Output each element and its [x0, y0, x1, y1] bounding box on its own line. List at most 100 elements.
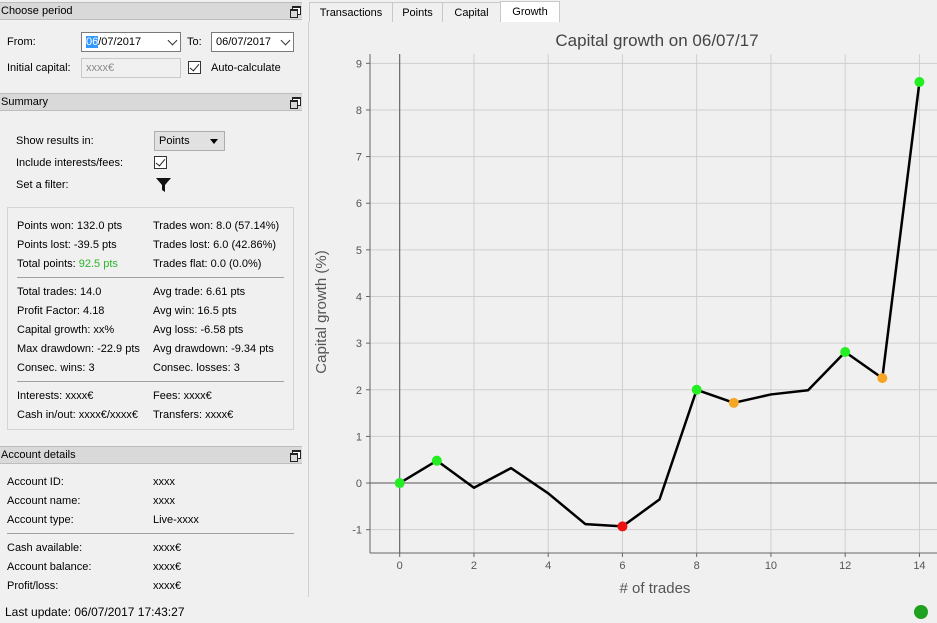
y-tick-label: 9	[356, 58, 362, 70]
profit-loss-value: xxxx€	[153, 580, 182, 592]
to-label: To:	[187, 36, 202, 48]
transfers: Transfers: xxxx€	[153, 409, 234, 421]
consec-losses: Consec. losses: 3	[153, 362, 240, 374]
choose-period-header: Choose period	[0, 2, 302, 20]
connection-status-icon	[914, 605, 928, 619]
show-results-label: Show results in:	[16, 135, 94, 147]
account-balance-label: Account balance:	[7, 561, 92, 573]
choose-period-title: Choose period	[1, 5, 73, 17]
to-date-picker[interactable]: 06/07/2017	[211, 32, 294, 52]
tab-label: Growth	[512, 6, 548, 18]
account-balance-value: xxxx€	[153, 561, 182, 573]
tab-capital[interactable]: Capital	[442, 2, 501, 23]
x-tick-label: 14	[913, 560, 925, 572]
max-drawdown: Max drawdown: -22.9 pts	[17, 343, 140, 355]
avg-loss: Avg loss: -6.58 pts	[153, 324, 244, 336]
tab-growth[interactable]: Growth	[500, 1, 560, 24]
data-point	[431, 455, 442, 466]
points-lost: Points lost: -39.5 pts	[17, 239, 117, 251]
y-tick-label: -1	[352, 525, 362, 537]
initial-capital-label: Initial capital:	[7, 62, 71, 74]
account-details-header: Account details	[0, 446, 302, 464]
y-tick-label: 3	[356, 338, 362, 350]
chart-pane: -1 0 1 2 3 4 5 6 7 8 9 0 2 4 6 8 10 12 14 Capital growth on…	[308, 22, 937, 597]
cash-available-value: xxxx€	[153, 542, 182, 554]
account-id-value: xxxx	[153, 476, 175, 488]
include-interests-label: Include interests/fees:	[16, 157, 124, 169]
interests: Interests: xxxx€	[17, 390, 94, 402]
x-tick-label: 12	[839, 560, 851, 572]
stats-box	[7, 207, 294, 430]
from-date-picker[interactable]: 06/07/2017	[81, 32, 181, 52]
profit-loss-label: Profit/loss:	[7, 580, 59, 592]
total-points: Total points: 92.5 pts	[17, 258, 118, 270]
tab-points[interactable]: Points	[392, 2, 443, 23]
avg-win: Avg win: 16.5 pts	[153, 305, 237, 317]
chart-ylabel: Capital growth (%)	[313, 250, 330, 373]
include-interests-checkbox[interactable]	[154, 156, 167, 169]
x-tick-label: 4	[545, 560, 551, 572]
y-tick-label: 5	[356, 245, 362, 257]
cash-available-label: Cash available:	[7, 542, 83, 554]
data-point	[691, 384, 702, 395]
chevron-down-icon	[280, 35, 291, 46]
tab-label: Points	[402, 7, 433, 19]
avg-drawdown: Avg drawdown: -9.34 pts	[153, 343, 274, 355]
x-tick-label: 2	[471, 560, 477, 572]
trades-flat: Trades flat: 0.0 (0.0%)	[153, 258, 262, 270]
cash-in-out: Cash in/out: xxxx€/xxxx€	[17, 409, 139, 421]
show-results-dropdown[interactable]: Points	[154, 131, 225, 151]
x-tick-label: 6	[619, 560, 625, 572]
summary-title: Summary	[1, 96, 49, 108]
x-tick-label: 0	[397, 560, 403, 572]
set-filter-label: Set a filter:	[16, 179, 69, 191]
chevron-down-icon	[167, 35, 178, 46]
account-type-label: Account type:	[7, 514, 74, 526]
from-label: From:	[7, 36, 36, 48]
profit-factor: Profit Factor: 4.18	[17, 305, 105, 317]
undock-icon[interactable]	[290, 97, 301, 109]
trades-won: Trades won: 8.0 (57.14%)	[153, 220, 280, 232]
account-details-title: Account details	[1, 449, 76, 461]
avg-trade: Avg trade: 6.61 pts	[153, 286, 246, 298]
tab-transactions[interactable]: Transactions	[309, 2, 393, 23]
chart-xlabel: # of trades	[620, 580, 691, 597]
tab-label: Transactions	[319, 7, 383, 19]
chart-title: Capital growth on 06/07/17	[555, 31, 758, 50]
to-date-value: 06/07/2017	[216, 36, 272, 48]
from-date-rest: /07/2017	[98, 36, 142, 48]
data-point	[394, 478, 405, 489]
filter-icon[interactable]	[155, 177, 172, 193]
data-point	[617, 521, 628, 532]
tab-label: Capital	[454, 7, 489, 19]
plot-area	[370, 54, 937, 553]
data-point	[840, 347, 851, 358]
y-tick-label: 8	[356, 105, 362, 117]
account-name-value: xxxx	[153, 495, 175, 507]
stats-divider	[17, 381, 284, 382]
data-point	[728, 397, 739, 408]
y-tick-label: 4	[356, 292, 362, 304]
points-won: Points won: 132.0 pts	[17, 220, 123, 232]
consec-wins: Consec. wins: 3	[17, 362, 95, 374]
auto-calculate-checkbox[interactable]	[188, 61, 201, 74]
y-tick-label: 7	[356, 152, 362, 164]
trades-lost: Trades lost: 6.0 (42.86%)	[153, 239, 277, 251]
y-tick-label: 6	[356, 198, 362, 210]
undock-icon[interactable]	[290, 6, 301, 18]
from-date-selected: 06	[86, 36, 99, 48]
series-line	[399, 81, 921, 528]
total-trades: Total trades: 14.0	[17, 286, 102, 298]
y-tick-label: 0	[356, 478, 362, 490]
data-point	[877, 373, 888, 384]
capital-growth: Capital growth: xx%	[17, 324, 115, 336]
undock-icon[interactable]	[290, 450, 301, 462]
stats-divider	[17, 277, 284, 278]
initial-capital-input[interactable]: xxxx€	[81, 58, 181, 78]
fees: Fees: xxxx€	[153, 390, 212, 402]
x-tick-label: 8	[694, 560, 700, 572]
account-divider	[7, 533, 294, 534]
last-update-status: Last update: 06/07/2017 17:43:27	[5, 605, 185, 619]
account-name-label: Account name:	[7, 495, 81, 507]
